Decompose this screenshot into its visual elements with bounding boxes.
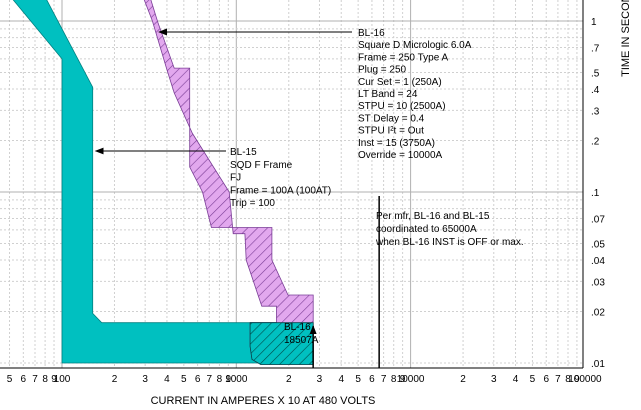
y-tick-label: .5 [591, 68, 600, 79]
x-tick-label: 8 [42, 374, 48, 385]
x-tick-label: 10000 [397, 374, 425, 385]
y-tick-label: .7 [591, 43, 600, 54]
coordination-note-text: coordinated to 65000A [376, 224, 477, 235]
bl-15-settings-text: SQD F Frame [230, 160, 293, 171]
x-tick-label: 8 [217, 374, 223, 385]
bl-15-settings-text: Frame = 100A (100AT) [230, 185, 331, 196]
y-axis-label: TIME IN SECONDS [620, 0, 632, 77]
x-tick-label: 1000 [225, 374, 248, 385]
x-tick-label: 5 [355, 374, 361, 385]
x-tick-label: 3 [317, 374, 323, 385]
x-tick-label: 5 [7, 374, 13, 385]
x-tick-label: 7 [555, 374, 561, 385]
bl-16-settings-text: Override = 10000A [358, 150, 443, 161]
x-tick-label: 3 [491, 374, 497, 385]
x-tick-label: 9 [51, 374, 57, 385]
x-tick-label: 9 [226, 374, 232, 385]
x-tick-label: 8 [391, 374, 397, 385]
y-tick-label: .01 [591, 359, 605, 370]
x-tick-label: 100000 [568, 374, 602, 385]
x-tick-label: 2 [460, 374, 466, 385]
series-bl-16 [143, 0, 314, 365]
y-tick-label: .07 [591, 214, 605, 225]
x-tick-label: 4 [513, 374, 519, 385]
bl-15-settings-text: Trip = 100 [230, 198, 275, 209]
bl-15-settings-text: BL-15 [230, 147, 257, 158]
bl-15-settings-text: FJ [230, 173, 241, 184]
y-tick-label: .05 [591, 239, 605, 250]
x-tick-label: 6 [543, 374, 549, 385]
chart-grid [0, 0, 583, 368]
series-overlap [249, 322, 314, 365]
bl-16-settings-text: Frame = 250 Type A [358, 52, 448, 63]
coordination-note-text: Per mfr, BL-16 and BL-15 [376, 211, 490, 222]
x-tick-label: 8 [565, 374, 571, 385]
y-tick-label: .03 [591, 277, 605, 288]
y-tick-label: .02 [591, 308, 605, 319]
x-tick-label: 3 [142, 374, 148, 385]
bl-16-fault-text: BL-16 [284, 322, 311, 333]
x-tick-label: 6 [195, 374, 201, 385]
x-tick-label: 7 [381, 374, 387, 385]
y-tick-label: .1 [591, 188, 600, 199]
x-tick-label: 7 [32, 374, 38, 385]
x-tick-label: 6 [369, 374, 375, 385]
x-tick-label: 2 [286, 374, 292, 385]
x-tick-label: 9 [574, 374, 580, 385]
coordination-note-text: when BL-16 INST is OFF or max. [375, 237, 524, 248]
y-tick-label: .3 [591, 106, 600, 117]
chart-series [12, 0, 314, 365]
bl-16-settings-text: STPU I²t = Out [358, 126, 424, 137]
y-tick-label: .4 [591, 85, 600, 96]
x-tick-label: 6 [21, 374, 27, 385]
x-tick-label: 9 [400, 374, 406, 385]
x-axis-label: CURRENT IN AMPERES X 10 AT 480 VOLTS [151, 395, 376, 407]
bl-16-settings-text: Plug = 250 [358, 65, 407, 76]
x-tick-label: 100 [54, 374, 71, 385]
y-tick-label: .04 [591, 256, 605, 267]
x-tick-label: 4 [338, 374, 344, 385]
x-tick-label: 5 [181, 374, 187, 385]
bl-16-settings-text: Inst = 15 (3750A) [358, 138, 435, 149]
bl-16-fault-text: 18507A [284, 335, 319, 346]
y-tick-label: 1 [591, 17, 597, 28]
bl-16-settings-text: LT Band = 24 [358, 89, 418, 100]
x-tick-label: 4 [164, 374, 170, 385]
bl-16-settings-text: STPU = 10 (2500A) [358, 101, 446, 112]
y-tick-label: .2 [591, 137, 600, 148]
x-tick-label: 5 [530, 374, 536, 385]
bl-16-settings-text: BL-16 [358, 28, 385, 39]
bl-16-settings-text: ST Delay = 0.4 [358, 113, 425, 124]
x-tick-label: 2 [112, 374, 118, 385]
bl-16-settings-text: Cur Set = 1 (250A) [358, 77, 442, 88]
bl-16-settings-text: Square D Micrologic 6.0A [358, 40, 472, 51]
x-tick-label: 7 [207, 374, 213, 385]
